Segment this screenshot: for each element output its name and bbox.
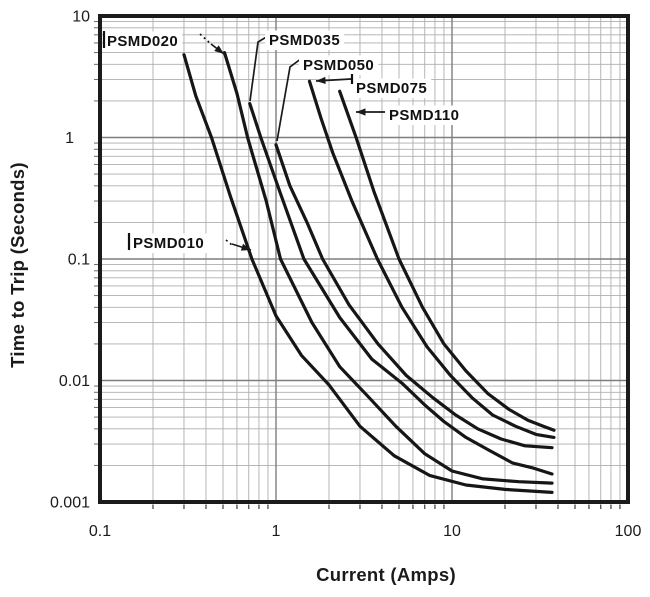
label-leader-psmd020 (199, 33, 212, 45)
y-tick-label-0.01: 0.01 (59, 373, 90, 390)
curve-label-bg-psmd050 (299, 55, 379, 75)
x-tick-label-10: 10 (443, 523, 461, 540)
label-leader-psmd035 (249, 35, 269, 102)
label-leader-psmd010 (225, 239, 233, 246)
curve-psmd020 (222, 51, 554, 485)
curve-psmd075 (307, 79, 556, 439)
x-tick-label-100: 100 (615, 523, 642, 540)
curve-label-text-psmd110: PSMD110 (389, 107, 459, 124)
leader-arrowhead-psmd010 (240, 243, 251, 251)
plot-frame (98, 14, 630, 504)
curve-psmd050 (274, 143, 554, 450)
y-tick-label-0.1: 0.1 (68, 252, 90, 269)
annotations-layer: 0.1 1 10 100 10 1 0.1 0.01 0.001 PSMD020 PSMD035 PS… (50, 9, 641, 541)
label-leader-psmd050 (276, 57, 303, 142)
curve-label-psmd010: PSMD010 (129, 233, 209, 253)
leader-arrowhead-psmd075 (316, 76, 326, 85)
y-tick-label-10: 10 (72, 9, 90, 26)
curves-layer (182, 51, 556, 494)
leader-arrowhead-psmd110 (356, 108, 366, 116)
curve-label-text-psmd035: PSMD035 (269, 32, 340, 49)
curve-label-bg-psmd110 (385, 105, 464, 125)
y-tick-label-0.001: 0.001 (50, 495, 90, 512)
x-tick-label-0.1: 0.1 (89, 523, 111, 540)
curve-label-bg-psmd035 (265, 30, 345, 50)
curve-label-text-psmd010: PSMD010 (133, 235, 204, 252)
curve-label-bg-psmd010 (129, 233, 209, 253)
curve-psmd010 (182, 53, 554, 494)
curve-label-bg-psmd020 (103, 31, 183, 51)
x-axis-title: Current (Amps) (316, 564, 456, 585)
curve-label-psmd020: PSMD020 (103, 31, 183, 51)
leader-arrowhead-psmd020 (214, 45, 224, 54)
curve-label-psmd075: PSMD075 (352, 78, 432, 98)
curve-label-psmd050: PSMD050 (299, 55, 379, 75)
curve-label-psmd110: PSMD110 (385, 105, 464, 125)
y-tick-label-1: 1 (65, 130, 74, 147)
curve-label-bg-psmd075 (352, 78, 432, 98)
y-axis-title: Time to Trip (Seconds) (7, 162, 28, 368)
curve-psmd110 (338, 89, 556, 432)
x-tick-label-1: 1 (272, 523, 281, 540)
curve-label-psmd035: PSMD035 (265, 30, 345, 50)
curve-label-text-psmd075: PSMD075 (356, 80, 427, 97)
curve-psmd035 (248, 102, 554, 476)
curve-label-text-psmd020: PSMD020 (107, 33, 178, 50)
curve-label-text-psmd050: PSMD050 (303, 57, 374, 74)
